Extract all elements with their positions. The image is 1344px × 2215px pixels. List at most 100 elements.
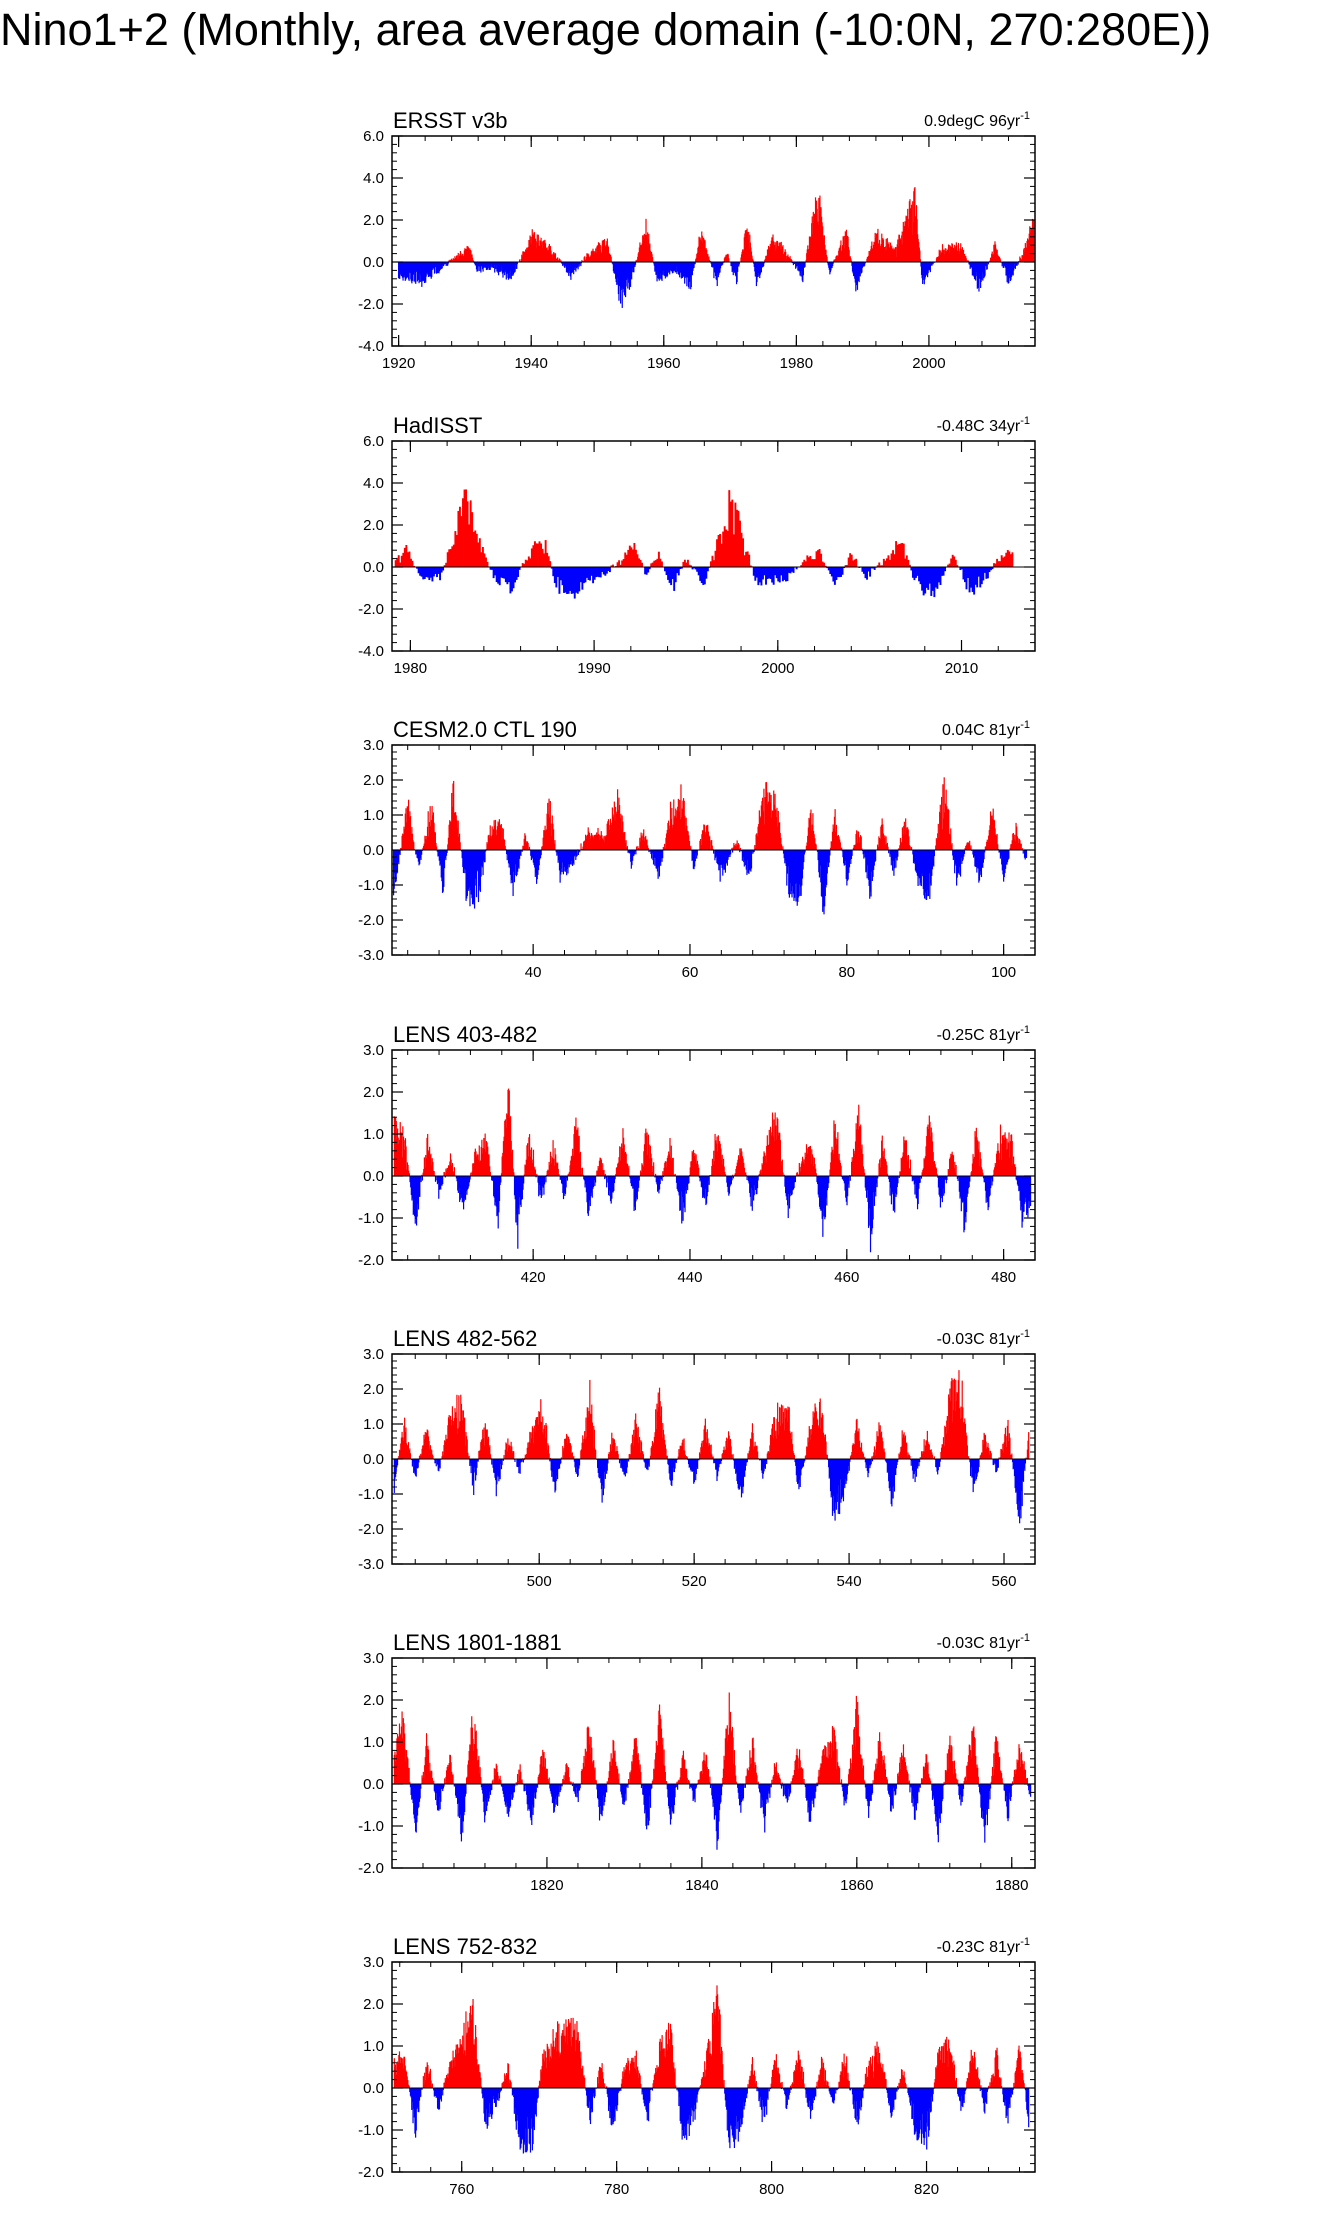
anomaly-bar — [882, 558, 885, 567]
anomaly-bar — [547, 1169, 549, 1176]
y-tick-label: -3.0 — [358, 947, 384, 964]
anomaly-bar — [605, 836, 607, 850]
anomaly-bar — [551, 835, 553, 850]
anomaly-bar — [822, 850, 824, 907]
anomaly-bar — [428, 567, 431, 581]
anomaly-bar — [785, 1176, 787, 1194]
anomaly-bar — [554, 253, 557, 262]
anomaly-bar — [486, 1142, 488, 1176]
anomaly-bar — [476, 1761, 479, 1784]
x-tick-label: 40 — [525, 964, 542, 981]
anomaly-bar — [798, 1459, 801, 1480]
anomaly-bar — [502, 828, 504, 850]
anomaly-bar — [822, 850, 824, 912]
anomaly-bar — [839, 839, 841, 850]
anomaly-bar — [525, 1165, 527, 1176]
anomaly-bar — [550, 823, 552, 850]
anomaly-bar — [597, 1459, 599, 1468]
anomaly-bar — [924, 1156, 926, 1176]
anomaly-bar — [730, 850, 732, 855]
anomaly-bar — [728, 1176, 730, 1196]
anomaly-bar — [871, 850, 873, 872]
anomaly-bar — [449, 1161, 451, 1176]
anomaly-bar — [469, 1745, 472, 1784]
anomaly-bar — [950, 558, 953, 567]
anomaly-bar — [521, 1176, 523, 1200]
anomaly-bar — [632, 850, 634, 857]
anomaly-bar — [935, 1459, 937, 1468]
anomaly-bar — [472, 850, 474, 905]
anomaly-bar — [968, 843, 970, 850]
anomaly-bar — [393, 850, 395, 889]
anomaly-bar — [766, 1145, 768, 1176]
anomaly-bar — [437, 1459, 439, 1471]
anomaly-bar — [864, 1456, 866, 1459]
anomaly-bar — [845, 1459, 847, 1484]
anomaly-bar — [487, 1439, 489, 1459]
anomaly-bar — [890, 553, 893, 567]
anomaly-bar — [566, 1433, 568, 1459]
anomaly-bar — [748, 1450, 750, 1459]
anomaly-bar — [677, 1176, 679, 1191]
anomaly-bar — [537, 543, 539, 567]
anomaly-bar — [993, 563, 995, 567]
anomaly-bar — [677, 567, 680, 576]
anomaly-bar — [586, 1407, 588, 1459]
anomaly-bar — [830, 1152, 832, 1176]
anomaly-bar — [986, 841, 988, 850]
anomaly-bar — [557, 1162, 559, 1176]
anomaly-bar — [529, 1156, 531, 1176]
anomaly-bar — [504, 845, 506, 850]
anomaly-bar — [895, 541, 898, 567]
anomaly-bar — [678, 811, 680, 850]
trend-label: -0.48C 34yr-1 — [937, 415, 1030, 435]
anomaly-bar — [965, 846, 967, 850]
anomaly-bar — [402, 1738, 404, 1784]
anomaly-bar — [568, 1171, 571, 1176]
anomaly-bar — [653, 1768, 655, 1784]
anomaly-bar — [731, 850, 734, 853]
anomaly-bar — [553, 1784, 555, 1812]
anomaly-bar — [916, 1176, 918, 1199]
anomaly-bar — [396, 1738, 398, 1784]
anomaly-bar — [714, 850, 717, 858]
anomaly-bar — [835, 1459, 837, 1503]
anomaly-bar — [465, 489, 468, 567]
anomaly-bar — [566, 1176, 568, 1179]
anomaly-bar — [941, 829, 943, 850]
anomaly-bar — [501, 1156, 503, 1176]
anomaly-bar — [880, 824, 883, 850]
anomaly-bar — [830, 1459, 832, 1498]
anomaly-bar — [920, 1176, 922, 1178]
anomaly-bar — [445, 262, 447, 266]
anomaly-bar — [900, 843, 902, 850]
anomaly-bar — [811, 830, 813, 850]
anomaly-bar — [447, 1767, 450, 1784]
anomaly-bar — [866, 1459, 868, 1465]
anomaly-bar — [529, 558, 532, 567]
anomaly-bar — [714, 550, 717, 567]
anomaly-bar — [506, 1784, 508, 1814]
anomaly-bar — [558, 567, 561, 594]
anomaly-bar — [741, 1156, 744, 1176]
anomaly-bar — [952, 850, 954, 861]
anomaly-bar — [751, 1432, 753, 1459]
anomaly-bar — [936, 1173, 938, 1176]
anomaly-bar — [728, 490, 731, 567]
anomaly-bar — [833, 1459, 835, 1496]
anomaly-bar — [600, 1784, 602, 1806]
anomaly-bar — [643, 1784, 645, 1805]
anomaly-bar — [930, 1136, 932, 1176]
anomaly-bar — [583, 1176, 585, 1180]
anomaly-bar — [626, 1784, 628, 1788]
anomaly-bar — [742, 1459, 745, 1487]
anomaly-bar — [443, 1784, 445, 1787]
anomaly-bar — [871, 1176, 873, 1235]
anomaly-bar — [442, 1451, 444, 1459]
anomaly-bar — [911, 1176, 913, 1182]
anomaly-bar — [478, 1145, 480, 1176]
anomaly-bar — [467, 850, 469, 890]
anomaly-bar — [954, 559, 957, 567]
anomaly-bar — [974, 850, 976, 867]
anomaly-bar — [526, 1453, 528, 1459]
